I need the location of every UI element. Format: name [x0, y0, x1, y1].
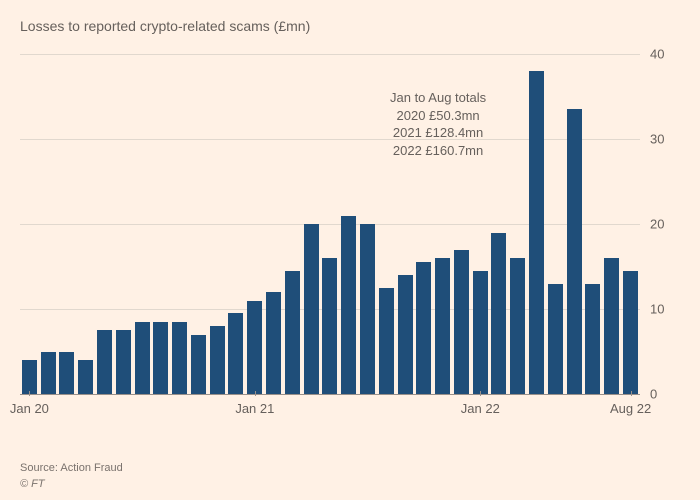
bar: [322, 258, 337, 394]
annotation-line: 2021 £128.4mn: [390, 124, 486, 142]
bar-slot: [170, 54, 189, 394]
bar: [604, 258, 619, 394]
bar-slot: [151, 54, 170, 394]
source-text: Source: Action Fraud: [20, 462, 123, 474]
bar: [22, 360, 37, 394]
x-tick-mark: [255, 391, 256, 396]
bar: [548, 284, 563, 395]
bar: [266, 292, 281, 394]
chart-area: Jan to Aug totals2020 £50.3mn2021 £128.4…: [20, 54, 680, 424]
chart-subtitle: Losses to reported crypto-related scams …: [20, 18, 680, 34]
bar-slot: [39, 54, 58, 394]
bar: [210, 326, 225, 394]
bar: [41, 352, 56, 395]
bar: [153, 322, 168, 394]
bar: [360, 224, 375, 394]
bar-slot: [339, 54, 358, 394]
bar-slot: [20, 54, 39, 394]
bar: [172, 322, 187, 394]
bar: [454, 250, 469, 395]
baseline: [20, 394, 640, 395]
x-tick-label: Jan 22: [461, 401, 500, 416]
bar-slot: [58, 54, 77, 394]
x-tick-label: Aug 22: [610, 401, 651, 416]
bar-slot: [133, 54, 152, 394]
bar: [567, 109, 582, 394]
bar-slot: [321, 54, 340, 394]
bar: [59, 352, 74, 395]
bar-slot: [189, 54, 208, 394]
bar: [585, 284, 600, 395]
bar-slot: [602, 54, 621, 394]
annotation-line: Jan to Aug totals: [390, 89, 486, 107]
bar-slot: [508, 54, 527, 394]
bar-slot: [527, 54, 546, 394]
credit-text: © FT: [20, 478, 123, 490]
bar-slot: [227, 54, 246, 394]
bar-slot: [245, 54, 264, 394]
bar-slot: [583, 54, 602, 394]
x-tick-label: Jan 21: [235, 401, 274, 416]
y-tick-label: 40: [650, 47, 680, 62]
bar-slot: [95, 54, 114, 394]
bar: [304, 224, 319, 394]
x-tick-mark: [480, 391, 481, 396]
bar-slot: [490, 54, 509, 394]
bar: [247, 301, 262, 395]
bar: [491, 233, 506, 395]
bar: [398, 275, 413, 394]
bar: [116, 330, 131, 394]
totals-annotation: Jan to Aug totals2020 £50.3mn2021 £128.4…: [390, 89, 486, 159]
bar-slot: [302, 54, 321, 394]
chart-container: Losses to reported crypto-related scams …: [0, 0, 700, 500]
bar-slot: [546, 54, 565, 394]
y-tick-label: 30: [650, 132, 680, 147]
annotation-line: 2022 £160.7mn: [390, 142, 486, 160]
bar: [228, 313, 243, 394]
bar: [97, 330, 112, 394]
bar: [435, 258, 450, 394]
y-tick-label: 10: [650, 302, 680, 317]
x-tick-mark: [29, 391, 30, 396]
bar: [285, 271, 300, 394]
bar-slot: [264, 54, 283, 394]
x-tick-label: Jan 20: [10, 401, 49, 416]
bar-slot: [358, 54, 377, 394]
y-tick-label: 0: [650, 387, 680, 402]
bar-slot: [565, 54, 584, 394]
bar: [135, 322, 150, 394]
bar-slot: [283, 54, 302, 394]
annotation-line: 2020 £50.3mn: [390, 107, 486, 125]
bar-slot: [621, 54, 640, 394]
bar: [529, 71, 544, 394]
bar-slot: [114, 54, 133, 394]
bar: [473, 271, 488, 394]
bar: [341, 216, 356, 395]
bar: [379, 288, 394, 394]
bar-slot: [76, 54, 95, 394]
bar: [416, 262, 431, 394]
chart-footer: Source: Action Fraud © FT: [20, 462, 123, 490]
bars-group: [20, 54, 640, 394]
bar: [510, 258, 525, 394]
bar: [191, 335, 206, 395]
y-tick-label: 20: [650, 217, 680, 232]
bar: [623, 271, 638, 394]
x-tick-mark: [631, 391, 632, 396]
bar-slot: [208, 54, 227, 394]
bar: [78, 360, 93, 394]
